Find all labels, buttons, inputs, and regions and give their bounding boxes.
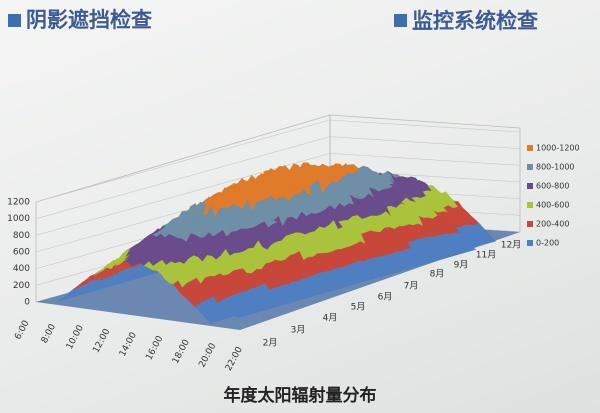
month-axis-label: 4月 [323, 313, 338, 324]
value-axis-label: 400 [13, 264, 30, 274]
grid-line [329, 136, 521, 149]
surface-patch [233, 314, 245, 318]
month-axis-label: 6月 [378, 292, 393, 303]
value-axis-label: 800 [13, 231, 30, 241]
month-axis-label: 9月 [454, 260, 469, 271]
surface [56, 162, 497, 324]
legend-swatch [527, 145, 533, 151]
time-axis-label: 18:00 [171, 338, 192, 366]
legend-swatch [527, 221, 533, 227]
month-axis-label: 3月 [291, 325, 306, 336]
legend-swatch [527, 240, 533, 246]
time-axis-label: 22:00 [224, 345, 245, 373]
month-axis-label: 2月 [263, 338, 278, 349]
bullet [8, 14, 21, 27]
time-axis-label: 6:00 [13, 319, 31, 342]
time-axis-label: 14:00 [118, 331, 139, 359]
month-axis-label: 7月 [404, 281, 419, 292]
grid-line [35, 119, 331, 203]
header-left: 阴影遮挡检查 [26, 8, 152, 32]
value-axis-label: 0 [24, 298, 30, 308]
month-axis-label: 5月 [351, 302, 366, 313]
grid-line [329, 153, 521, 166]
month-axis-label: 8月 [430, 269, 445, 280]
header-right: 监控系统检查 [412, 9, 538, 33]
surface-patch [206, 317, 216, 324]
time-axis-label: 10:00 [65, 323, 86, 351]
chart-title: 年度太阳辐射量分布 [224, 385, 377, 406]
legend-label: 800-1000 [536, 163, 575, 172]
month-axis-label: 11月 [476, 250, 496, 261]
time-axis-label: 20:00 [197, 341, 218, 369]
time-axis-label: 16:00 [144, 334, 165, 362]
time-axis-label: 12:00 [91, 327, 112, 355]
legend-swatch [527, 202, 533, 208]
legend-label: 0-200 [536, 239, 559, 248]
time-axis-label: 8:00 [40, 322, 58, 345]
bullet [394, 14, 407, 27]
value-axis-label: 200 [13, 281, 30, 291]
legend-swatch [527, 164, 533, 170]
grid-line [329, 119, 521, 133]
legend-swatch [527, 183, 533, 189]
month-axis-label: 12月 [501, 240, 521, 251]
value-axis-label: 1200 [7, 198, 30, 208]
legend-label: 400-600 [536, 201, 569, 210]
value-axis-label: 1000 [7, 214, 30, 224]
legend-label: 1000-1200 [536, 144, 580, 153]
value-axis-label: 600 [13, 248, 30, 258]
legend-label: 600-800 [536, 182, 569, 191]
legend-label: 200-400 [536, 220, 569, 229]
grid-line [35, 136, 331, 219]
